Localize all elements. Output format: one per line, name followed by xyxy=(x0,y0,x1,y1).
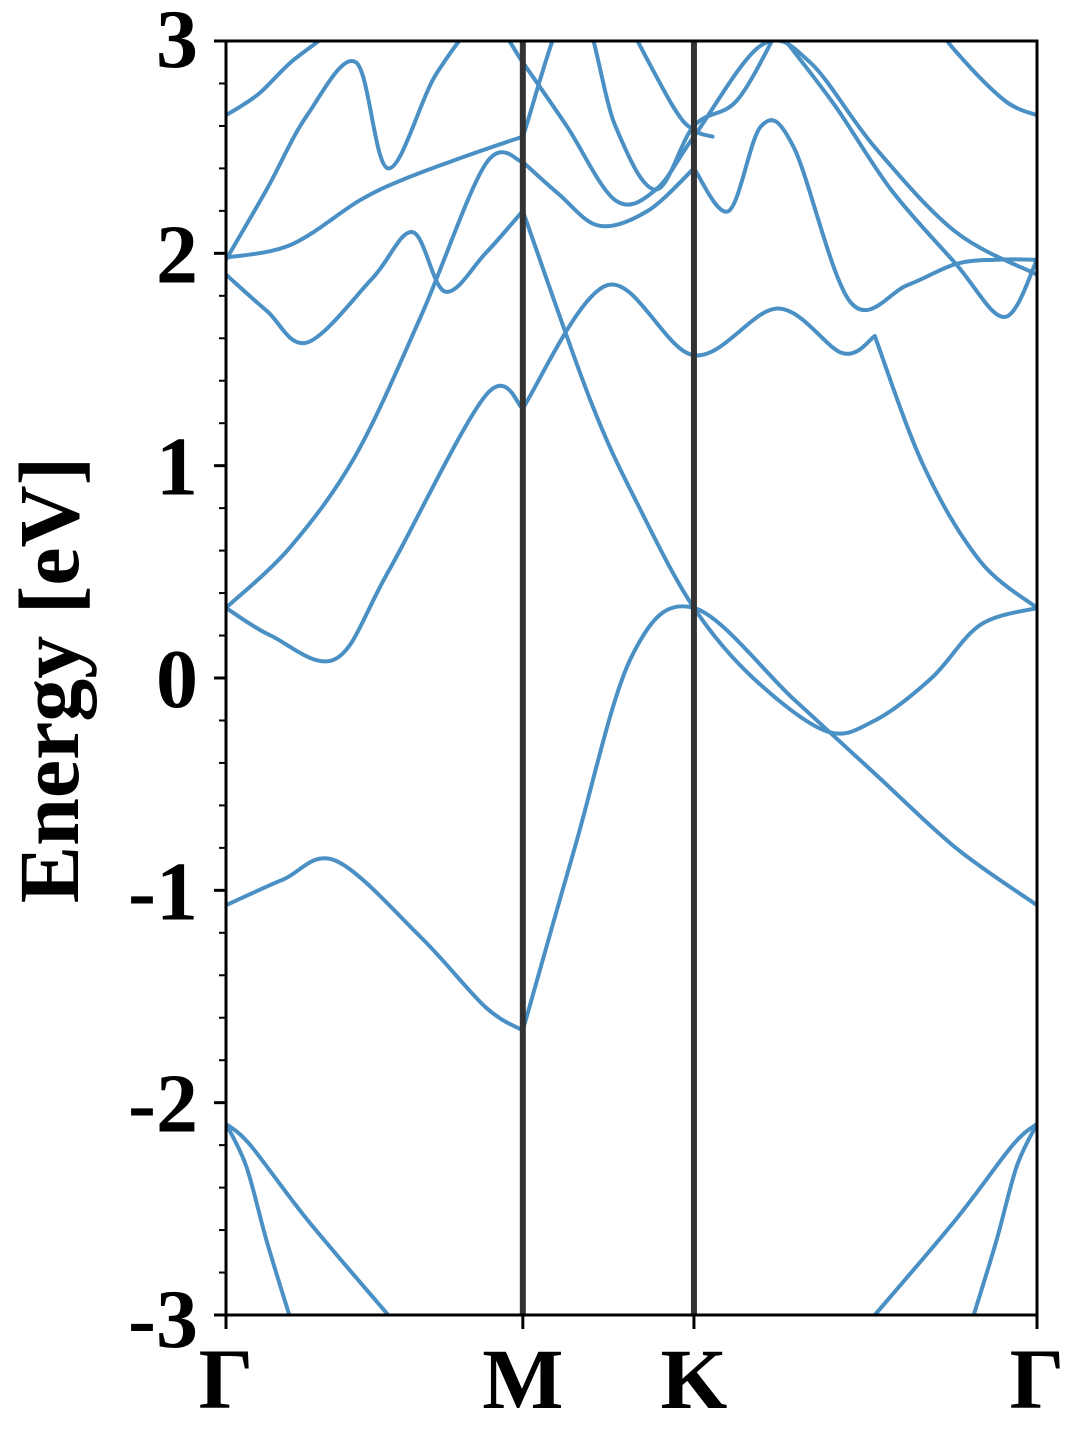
band-line-1 xyxy=(226,856,525,1033)
x-tick-label-1: M xyxy=(482,1331,563,1427)
band-line-7 xyxy=(520,160,696,229)
band-line-19 xyxy=(226,1121,292,1315)
band-line-22 xyxy=(971,1121,1037,1315)
band-line-15 xyxy=(520,41,1037,277)
band-line-14 xyxy=(226,41,525,262)
bands-layer xyxy=(226,41,1037,1315)
band-line-20 xyxy=(226,1121,391,1315)
band-line-17 xyxy=(635,41,715,139)
y-tick-label-3: 0 xyxy=(156,633,198,726)
band-line-4 xyxy=(520,282,877,411)
band-line-9 xyxy=(226,208,525,346)
y-tick-label-2: 1 xyxy=(156,421,198,514)
band-line-8 xyxy=(691,118,1037,312)
band-line-5 xyxy=(872,334,1037,610)
band-line-3 xyxy=(226,383,525,664)
y-axis: 3 2 1 0 -1 -2 -3 xyxy=(128,0,226,1366)
y-tick-label-6: -3 xyxy=(128,1273,198,1366)
band-line-6 xyxy=(226,150,525,610)
x-tick-label-3: Γ xyxy=(1010,1331,1065,1427)
band-line-11 xyxy=(226,134,525,260)
kpoint-dividers xyxy=(519,41,697,1315)
band-line-16 xyxy=(226,41,323,118)
x-tick-label-2: K xyxy=(660,1331,727,1427)
y-tick-label-0: 3 xyxy=(156,0,198,86)
band-line-2 xyxy=(520,604,1037,1033)
band-line-18 xyxy=(944,41,1037,118)
plot-frame xyxy=(224,39,1039,1317)
y-tick-label-1: 2 xyxy=(156,208,198,301)
y-axis-title: Energy [eV] xyxy=(1,457,97,904)
band-line-10 xyxy=(520,208,1037,736)
x-tick-label-0: Γ xyxy=(199,1331,254,1427)
band-line-13 xyxy=(783,41,1037,319)
y-tick-label-4: -1 xyxy=(128,845,198,938)
y-tick-label-5: -2 xyxy=(128,1058,198,1151)
band-line-21 xyxy=(872,1121,1037,1315)
band-line-12 xyxy=(520,41,775,192)
